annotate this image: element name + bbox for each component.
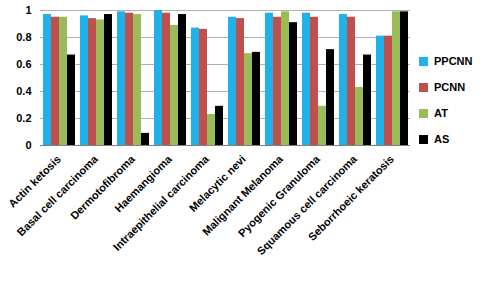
svg-text:Dermotofibroma: Dermotofibroma: [68, 152, 138, 222]
html-text:AT: AT: [434, 107, 448, 119]
svg-text:0.2: 0.2: [16, 112, 31, 124]
html-text:PPCNN: PPCNN: [434, 55, 473, 67]
svg-text:Intraepithelial carcinoma: Intraepithelial carcinoma: [110, 152, 211, 253]
svg-text:0.6: 0.6: [16, 58, 31, 70]
svg-text:Actin ketosis: Actin ketosis: [6, 152, 63, 210]
svg-text:0.8: 0.8: [16, 31, 31, 43]
svg-text:Pyogenic Granuloma: Pyogenic Granuloma: [235, 152, 322, 239]
svg-text:1: 1: [25, 4, 31, 16]
svg-text:Basal cell carcinoma: Basal cell carcinoma: [14, 152, 100, 239]
html-text:AS: AS: [434, 133, 450, 145]
svg-text:0.4: 0.4: [16, 85, 32, 97]
html-text:PCNN: PCNN: [434, 81, 466, 93]
svg-text:0: 0: [25, 139, 31, 151]
svg-text:Melacytic nevi: Melacytic nevi: [186, 152, 248, 214]
svg-text:Haemangioma: Haemangioma: [112, 152, 174, 215]
svg-text:Malignant Melanoma: Malignant Melanoma: [199, 152, 285, 238]
svg-text:Seborrhoeic keratosis: Seborrhoeic keratosis: [306, 153, 396, 243]
svg-text:Squamous cell carcinoma: Squamous cell carcinoma: [254, 152, 359, 258]
